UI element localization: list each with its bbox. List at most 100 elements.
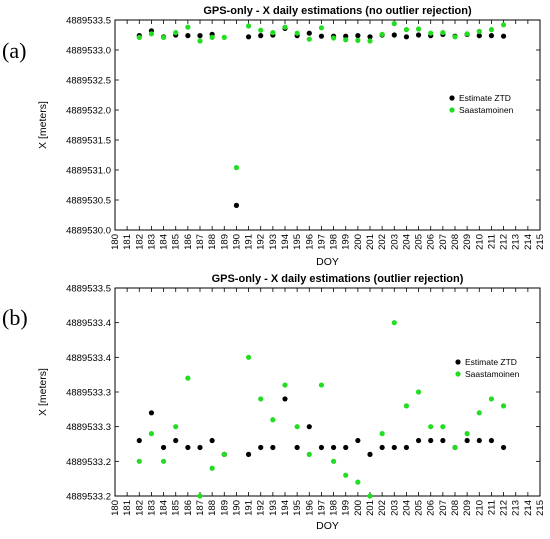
data-point <box>282 24 288 30</box>
x-tick-label: 185 <box>171 234 182 250</box>
x-tick-label: 194 <box>280 234 291 250</box>
data-point <box>294 424 300 430</box>
x-tick-label: 186 <box>183 234 194 250</box>
y-tick-label: 4889533.0 <box>66 46 111 57</box>
data-point <box>209 437 215 444</box>
data-point <box>464 31 470 37</box>
data-point <box>379 31 385 37</box>
legend: Estimate ZTD Saastamoinen <box>455 357 520 379</box>
x-tick-label: 192 <box>256 234 267 250</box>
data-point <box>233 165 240 171</box>
x-tick-label: 198 <box>329 500 340 516</box>
y-tick-label: 4889533.5 <box>66 16 111 27</box>
data-point <box>440 424 446 430</box>
data-point <box>318 382 325 388</box>
legend-entry: Saastamoinen <box>459 105 514 115</box>
x-tick-label: 194 <box>280 500 291 516</box>
data-point <box>306 36 312 42</box>
data-point <box>391 444 397 451</box>
x-tick-label: 209 <box>462 500 473 516</box>
x-tick-label: 183 <box>146 234 157 250</box>
x-tick-label: 185 <box>171 500 182 516</box>
series-estimate-ztd <box>136 396 507 457</box>
data-point <box>197 33 203 39</box>
data-point <box>282 396 288 402</box>
data-point <box>488 437 495 444</box>
data-point <box>343 33 349 39</box>
data-point <box>136 458 142 464</box>
y-tick-label: 4889533.4 <box>66 353 111 364</box>
x-tick-label: 204 <box>401 234 412 250</box>
data-point <box>415 437 422 444</box>
data-point <box>355 33 361 39</box>
x-tick-label: 210 <box>474 500 485 516</box>
legend-entry: Estimate ZTD <box>459 93 511 103</box>
data-point <box>318 25 325 31</box>
data-point <box>330 444 337 451</box>
data-point <box>245 34 252 40</box>
x-tick-label: 201 <box>365 234 376 250</box>
data-point <box>488 27 495 33</box>
data-point <box>343 37 349 43</box>
data-point <box>245 23 252 29</box>
x-tick-label: 205 <box>414 234 425 250</box>
data-point <box>173 29 179 36</box>
x-tick-label: 208 <box>450 500 461 516</box>
data-point <box>428 30 434 36</box>
data-point <box>197 493 203 499</box>
data-point <box>258 444 264 451</box>
data-point <box>403 403 410 409</box>
data-point <box>464 431 470 437</box>
data-point <box>160 458 167 464</box>
data-point <box>221 451 227 457</box>
legend-marker <box>449 107 455 113</box>
data-point <box>282 382 288 388</box>
x-tick-label: 196 <box>304 500 315 516</box>
data-point <box>233 202 240 208</box>
data-point <box>428 424 434 430</box>
x-tick-label: 196 <box>304 234 315 250</box>
x-tick-label: 182 <box>134 234 145 250</box>
x-tick-label: 198 <box>329 234 340 250</box>
series-saastamoinen <box>136 21 507 171</box>
x-tick-label: 203 <box>389 234 400 250</box>
x-tick-label: 204 <box>401 500 412 516</box>
x-tick-label: 200 <box>353 500 364 516</box>
y-tick-label: 4889533.3 <box>66 388 111 399</box>
y-tick-label: 4889530.5 <box>66 196 111 207</box>
x-tick-label: 183 <box>146 500 157 516</box>
data-point <box>294 444 300 451</box>
x-tick-label: 189 <box>219 234 230 250</box>
x-tick-label: 187 <box>195 234 206 250</box>
x-tick-label: 202 <box>377 234 388 250</box>
panel-label-a: (a) <box>2 38 27 63</box>
x-tick-label: 195 <box>292 234 303 250</box>
data-point <box>476 33 482 39</box>
plot-frame <box>114 19 541 231</box>
data-point <box>160 444 167 451</box>
data-point <box>391 320 397 326</box>
data-point <box>318 33 325 39</box>
data-point <box>355 437 361 444</box>
data-point <box>330 35 337 41</box>
y-tick-label: 4889531.0 <box>66 166 111 177</box>
data-point <box>464 437 470 444</box>
y-tick-label: 4889532.5 <box>66 76 111 87</box>
x-tick-label: 193 <box>268 500 279 516</box>
data-point <box>452 444 458 451</box>
data-point <box>185 24 191 30</box>
data-point <box>185 444 191 451</box>
data-point <box>403 34 410 40</box>
x-tick-label: 202 <box>377 500 388 516</box>
x-tick-label: 215 <box>535 500 546 516</box>
data-point <box>440 437 446 444</box>
data-point <box>500 22 507 28</box>
data-point <box>318 444 325 451</box>
data-point <box>258 33 264 39</box>
data-point <box>415 26 422 32</box>
data-point <box>343 472 349 478</box>
legend-entry: Saastamoinen <box>465 369 520 379</box>
data-point <box>245 354 252 360</box>
data-point <box>258 27 264 33</box>
x-tick-label: 190 <box>231 234 242 250</box>
